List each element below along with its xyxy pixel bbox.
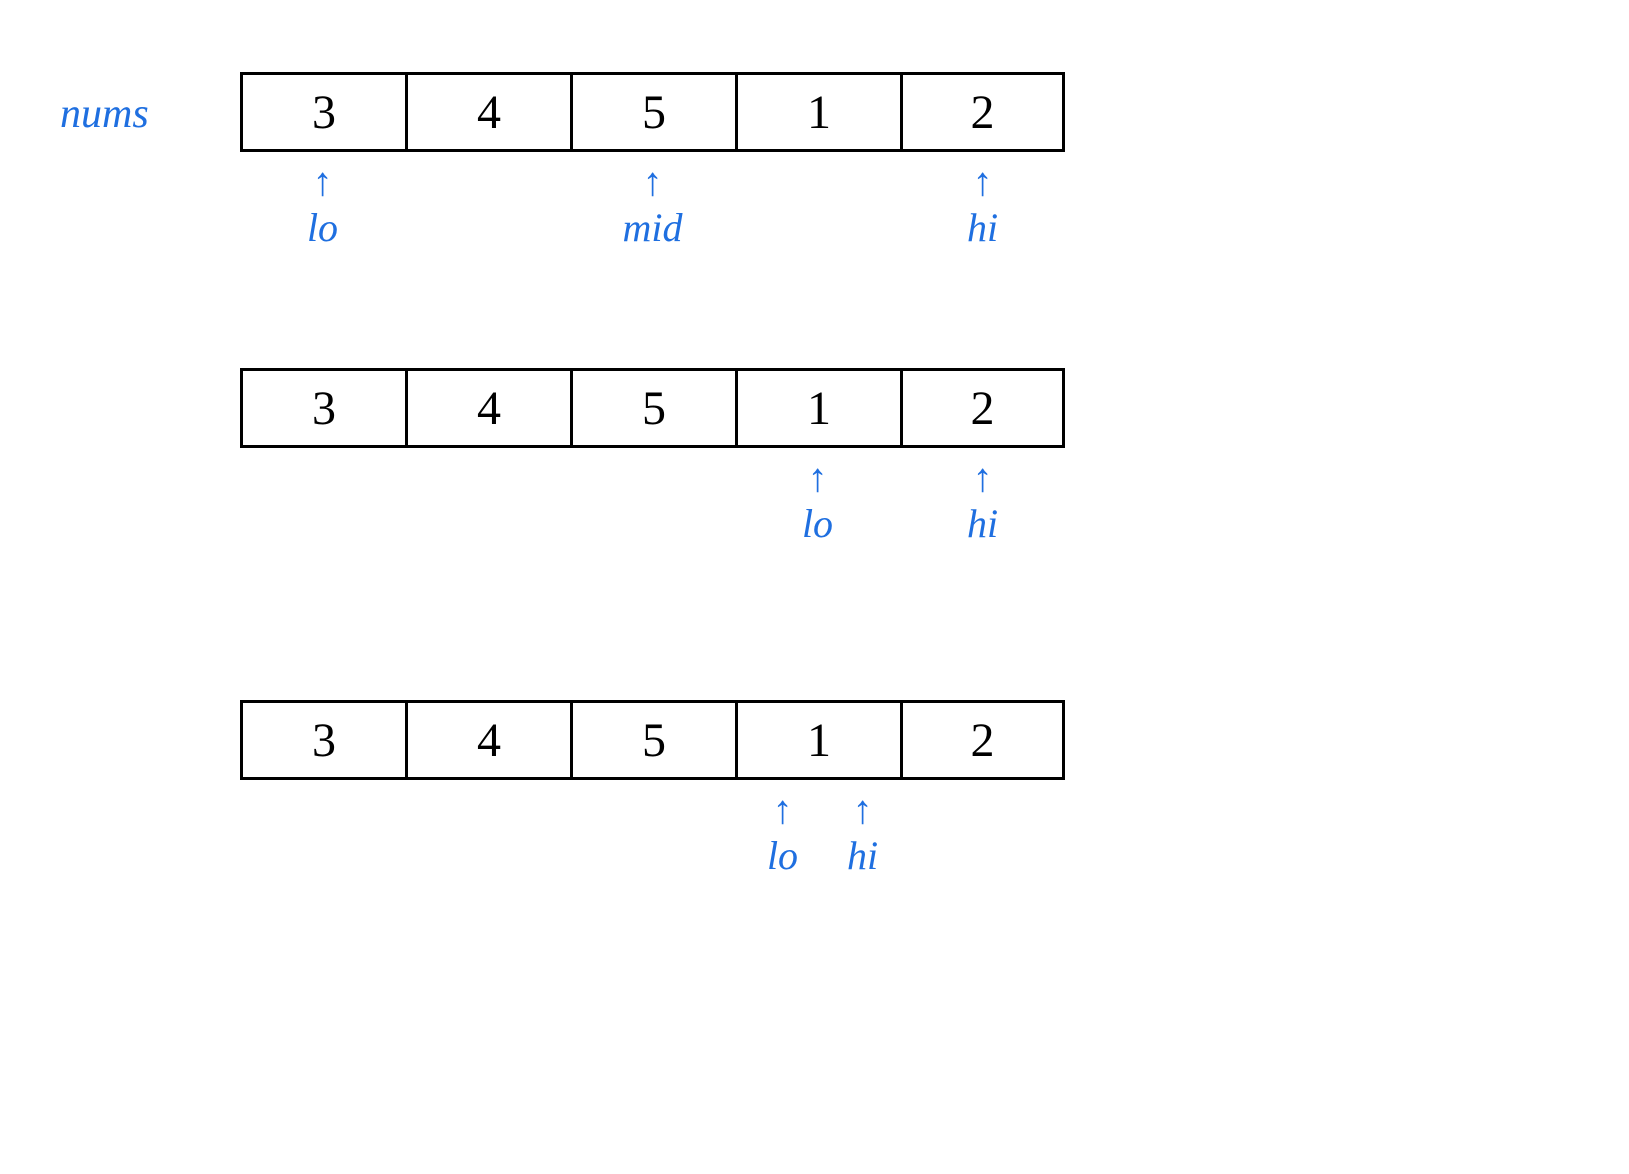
cell: 2 xyxy=(900,368,1065,448)
pointer-label: hi xyxy=(967,500,998,547)
cell: 1 xyxy=(735,368,900,448)
array-row-2: 3 4 5 1 2 xyxy=(240,368,1065,448)
pointer-label: lo xyxy=(802,500,833,547)
up-arrow-icon: ↑ xyxy=(643,162,663,202)
pointer-label: hi xyxy=(847,832,878,879)
cell: 5 xyxy=(570,368,735,448)
nums-label: nums xyxy=(60,90,149,138)
cell: 1 xyxy=(735,700,900,780)
cell: 4 xyxy=(405,72,570,152)
cell: 2 xyxy=(900,72,1065,152)
cell: 4 xyxy=(405,368,570,448)
cell: 5 xyxy=(570,700,735,780)
pointer-mid: ↑ mid xyxy=(613,162,693,251)
cell: 1 xyxy=(735,72,900,152)
up-arrow-icon: ↑ xyxy=(973,458,993,498)
pointer-lo: ↑ lo xyxy=(743,790,823,879)
pointer-label: mid xyxy=(623,204,683,251)
pointer-label: lo xyxy=(767,832,798,879)
cell: 3 xyxy=(240,72,405,152)
pointer-label: hi xyxy=(967,204,998,251)
cell: 3 xyxy=(240,368,405,448)
up-arrow-icon: ↑ xyxy=(853,790,873,830)
cell: 5 xyxy=(570,72,735,152)
cell: 3 xyxy=(240,700,405,780)
pointer-hi: ↑ hi xyxy=(823,790,903,879)
up-arrow-icon: ↑ xyxy=(973,162,993,202)
array-diagram: nums 3 4 5 1 2 ↑ lo ↑ mid ↑ hi 3 4 5 1 2… xyxy=(0,0,1629,1174)
array-row-3: 3 4 5 1 2 xyxy=(240,700,1065,780)
up-arrow-icon: ↑ xyxy=(808,458,828,498)
up-arrow-icon: ↑ xyxy=(773,790,793,830)
array-row-1: 3 4 5 1 2 xyxy=(240,72,1065,152)
pointer-label: lo xyxy=(307,204,338,251)
up-arrow-icon: ↑ xyxy=(313,162,333,202)
pointer-hi: ↑ hi xyxy=(943,458,1023,547)
cell: 4 xyxy=(405,700,570,780)
pointer-lo: ↑ lo xyxy=(283,162,363,251)
cell: 2 xyxy=(900,700,1065,780)
pointer-hi: ↑ hi xyxy=(943,162,1023,251)
pointer-lo: ↑ lo xyxy=(778,458,858,547)
